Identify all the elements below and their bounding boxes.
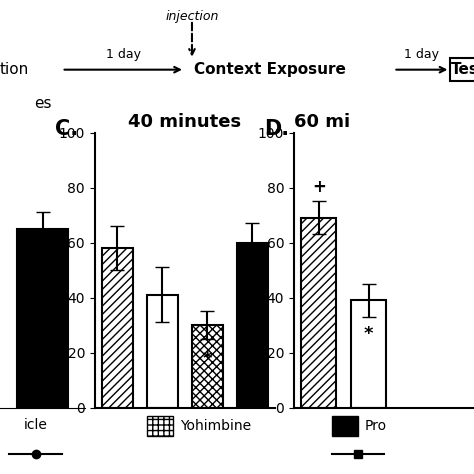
- Text: 1 day: 1 day: [404, 48, 439, 62]
- Bar: [17, 229, 68, 408]
- Bar: [351, 301, 386, 408]
- Text: 1 day: 1 day: [106, 48, 141, 62]
- Text: +: +: [312, 178, 326, 196]
- Bar: [101, 248, 133, 408]
- Text: injection: injection: [165, 10, 219, 23]
- Text: Yohimbine: Yohimbine: [180, 419, 251, 433]
- Title: 40 minutes: 40 minutes: [128, 113, 241, 131]
- Text: Tes: Tes: [451, 62, 474, 77]
- Text: C.: C.: [55, 119, 78, 139]
- FancyBboxPatch shape: [450, 58, 474, 82]
- Text: tion: tion: [0, 62, 29, 77]
- Text: es: es: [34, 96, 51, 111]
- Bar: [237, 243, 268, 408]
- FancyBboxPatch shape: [332, 417, 358, 437]
- Text: Context Exposure: Context Exposure: [194, 62, 346, 77]
- Text: *: *: [364, 325, 374, 343]
- Text: Pro: Pro: [365, 419, 387, 433]
- Text: 60 mi: 60 mi: [294, 113, 350, 131]
- FancyBboxPatch shape: [147, 417, 173, 437]
- Bar: [191, 325, 223, 408]
- Text: *: *: [202, 350, 212, 368]
- Text: D.: D.: [264, 119, 289, 139]
- Text: icle: icle: [24, 419, 47, 432]
- Bar: [301, 218, 336, 408]
- Bar: [146, 295, 178, 408]
